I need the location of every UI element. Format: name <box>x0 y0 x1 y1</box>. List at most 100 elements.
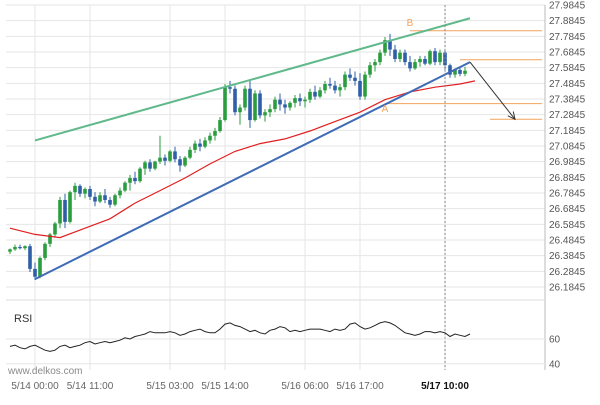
candle-body <box>108 199 112 205</box>
candle-body <box>93 196 97 202</box>
price-tick-label: 27.0845 <box>549 142 586 153</box>
candle-body <box>233 88 237 113</box>
candle-body <box>158 157 162 162</box>
candle-body <box>343 74 347 88</box>
candle-body <box>453 69 457 75</box>
candle-body <box>128 178 132 183</box>
candle-body <box>333 85 337 91</box>
candle-body <box>428 51 432 64</box>
candle-body <box>218 120 222 132</box>
price-tick-label: 26.8845 <box>549 173 586 184</box>
rsi-tick-label: 40 <box>549 359 561 370</box>
candle-body <box>88 189 92 197</box>
candle-body <box>413 62 417 69</box>
candle-body <box>33 268 37 277</box>
candle-body <box>258 93 262 116</box>
overlays: AB <box>9 17 542 280</box>
candle-body <box>123 182 127 191</box>
candle-body <box>223 87 227 121</box>
candle-body <box>358 80 362 97</box>
price-tick-label: 26.1845 <box>549 283 586 294</box>
candle-body <box>163 157 167 161</box>
candle-body <box>278 99 282 105</box>
candle-body <box>78 185 82 194</box>
price-tick-label: 27.2845 <box>549 110 586 121</box>
price-tick-label: 27.8845 <box>549 16 586 27</box>
candle-body <box>193 143 197 150</box>
candle-body <box>183 157 187 166</box>
axes: 27.9845 27.8845 27.7845 27.6845 27.5845 27.48… <box>6 1 586 392</box>
candle-body <box>248 88 252 121</box>
candle-body <box>368 65 372 75</box>
candle-body <box>328 84 332 86</box>
candle-body <box>423 58 427 64</box>
grid <box>6 4 545 370</box>
price-tick-label: 27.9845 <box>549 1 586 12</box>
price-tick-label: 26.5845 <box>549 220 586 231</box>
candle-body <box>438 52 442 63</box>
candle-body <box>448 65 452 75</box>
price-tick-label: 27.3845 <box>549 95 586 106</box>
price-tick-label: 27.4845 <box>549 79 586 90</box>
candle-body <box>63 199 67 222</box>
price-tick-label: 26.2845 <box>549 267 586 278</box>
candle-body <box>253 93 257 121</box>
time-tick-label: 5/16 06:00 <box>281 381 329 392</box>
candle-body <box>178 159 182 166</box>
time-tick-label: 5/14 00:00 <box>11 381 59 392</box>
candle-body <box>388 40 392 50</box>
candle-body <box>148 162 152 169</box>
marker-a-label: A <box>382 104 389 115</box>
price-tick-label: 27.1845 <box>549 126 586 137</box>
candle-body <box>393 49 397 59</box>
candle-body <box>13 246 17 250</box>
price-tick-label: 26.3845 <box>549 251 586 262</box>
rsi-label: RSI <box>14 313 32 325</box>
candle-body <box>288 102 292 108</box>
candle-body <box>18 246 22 249</box>
watermark: www.delkos.com <box>7 366 82 377</box>
candle-body <box>168 151 172 161</box>
candle-body <box>293 98 297 103</box>
candle-body <box>203 140 207 147</box>
candle-body <box>198 143 202 147</box>
candle-body <box>38 257 42 277</box>
candle-body <box>353 77 357 81</box>
price-tick-label: 26.9845 <box>549 157 586 168</box>
candle-body <box>213 131 217 136</box>
candle-body <box>463 70 467 74</box>
candle-body <box>133 178 137 182</box>
candle-body <box>268 109 272 113</box>
price-tick-label: 26.4845 <box>549 236 586 247</box>
candle-body <box>43 243 47 258</box>
candle-body <box>313 91 317 97</box>
candle-body <box>323 84 327 91</box>
forecast-arrowhead <box>507 111 516 121</box>
time-tick-label: 5/17 10:00 <box>421 381 469 392</box>
candle-body <box>173 151 177 160</box>
candle-body <box>238 107 242 113</box>
channel-upper-line <box>34 17 471 142</box>
candle-body <box>208 135 212 141</box>
time-tick-label: 5/15 14:00 <box>201 381 249 392</box>
candle-body <box>273 99 277 110</box>
forecast-arrow-line <box>469 61 516 120</box>
candle-body <box>68 192 72 222</box>
candle-body <box>303 99 307 102</box>
candle-body <box>378 52 382 63</box>
candle-body <box>73 185 77 193</box>
candle-body <box>263 112 267 116</box>
candle-body <box>298 98 302 102</box>
candle-body <box>153 161 157 169</box>
rsi-tick-label: 60 <box>549 335 561 346</box>
time-tick-label: 5/16 17:00 <box>336 381 384 392</box>
candle-body <box>418 58 422 63</box>
price-tick-label: 26.7845 <box>549 189 586 200</box>
candle-body <box>53 223 57 235</box>
candle-body <box>188 149 192 158</box>
candle-body <box>113 195 117 205</box>
candle-body <box>348 74 352 78</box>
candle-body <box>363 74 367 97</box>
candle-body <box>103 195 107 200</box>
